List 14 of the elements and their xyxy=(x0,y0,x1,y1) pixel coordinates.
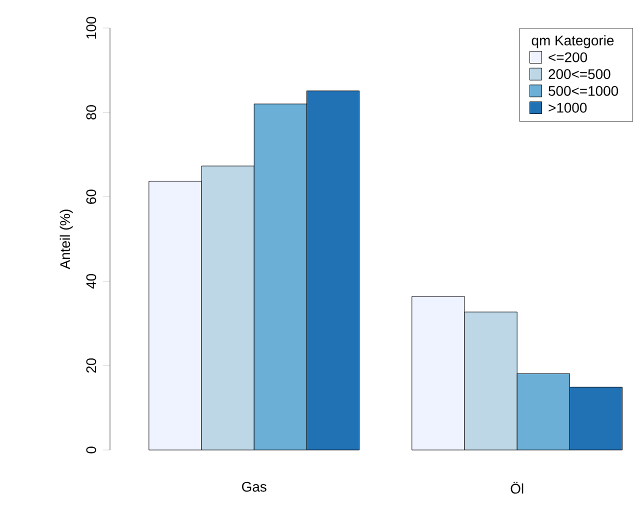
y-axis-title: Anteil (%) xyxy=(60,210,73,270)
legend-label: 500<=1000 xyxy=(548,86,618,96)
y-tick-label: 100 xyxy=(86,16,96,39)
y-tick-label: 0 xyxy=(86,446,96,454)
y-tick-label: 80 xyxy=(86,105,96,120)
y-tick-label: 60 xyxy=(86,190,96,204)
y-tick-label: 20 xyxy=(86,358,96,373)
x-tick-label: Öl xyxy=(510,482,524,494)
legend-label: >1000 xyxy=(548,102,587,113)
y-tick-label: 40 xyxy=(86,274,96,289)
legend-title: qm Kategorie xyxy=(532,35,614,48)
legend-label: <=200 xyxy=(548,52,588,62)
x-tick-label: Gas xyxy=(242,482,266,492)
legend-label: 200<=500 xyxy=(548,69,610,80)
